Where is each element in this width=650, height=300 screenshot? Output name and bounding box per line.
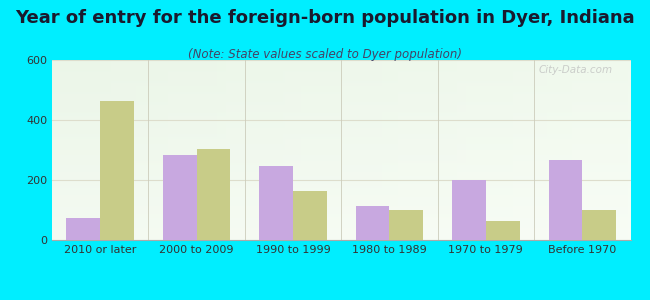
Text: City-Data.com: City-Data.com [539, 65, 613, 75]
Bar [196, 148, 230, 240]
Legend: Dyer, Indiana: Dyer, Indiana [263, 297, 419, 300]
Bar [549, 160, 582, 240]
Bar [486, 221, 519, 240]
Bar [66, 218, 100, 240]
Bar [259, 166, 293, 240]
Bar [452, 180, 486, 240]
Bar [356, 206, 389, 240]
Text: Year of entry for the foreign-born population in Dyer, Indiana: Year of entry for the foreign-born popul… [15, 9, 635, 27]
Bar [163, 154, 196, 240]
Bar [582, 210, 616, 240]
Text: (Note: State values scaled to Dyer population): (Note: State values scaled to Dyer popul… [188, 48, 462, 61]
Bar [389, 210, 423, 240]
Bar [293, 191, 327, 240]
Bar [100, 101, 134, 240]
